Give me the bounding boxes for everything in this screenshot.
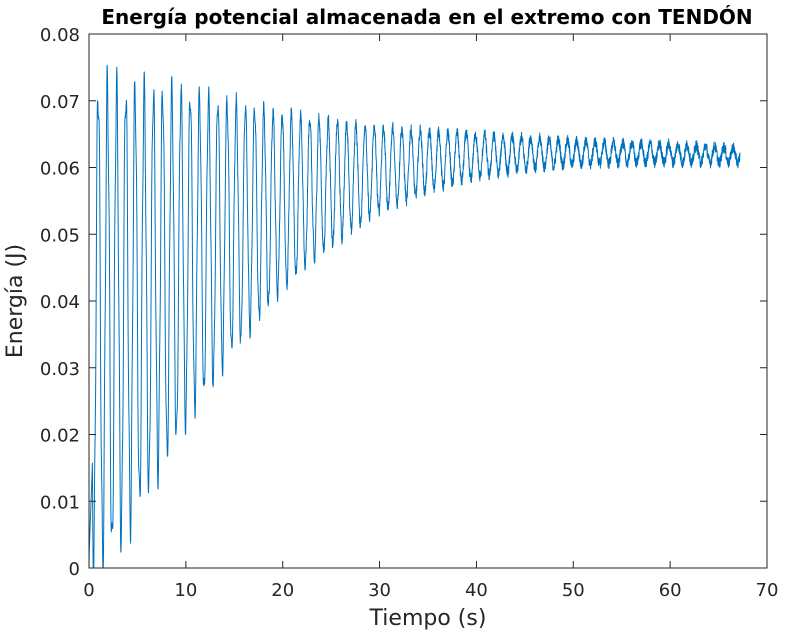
y-tick-label: 0.05 <box>40 225 80 246</box>
y-tick-label: 0.07 <box>40 92 80 113</box>
series-line <box>88 64 741 569</box>
x-tick-label: 20 <box>271 580 294 601</box>
y-tick-label: 0.04 <box>40 292 80 313</box>
x-tick-label: 60 <box>659 580 682 601</box>
y-tick-label: 0.08 <box>40 25 80 46</box>
y-tick-label: 0.02 <box>40 426 80 447</box>
x-tick-label: 70 <box>756 580 779 601</box>
x-tick-label: 40 <box>465 580 488 601</box>
data-series-group <box>88 64 741 569</box>
tick-marks <box>88 33 768 569</box>
x-tick-label: 0 <box>83 580 94 601</box>
y-tick-label: 0.01 <box>40 492 80 513</box>
y-axis-label: Energía (J) <box>3 244 28 358</box>
x-tick-label: 30 <box>368 580 391 601</box>
x-tick-labels: 0 10 20 30 40 50 60 70 <box>83 580 778 601</box>
x-tick-label: 10 <box>174 580 197 601</box>
y-tick-label: 0.06 <box>40 159 80 180</box>
x-tick-label: 50 <box>562 580 585 601</box>
chart-title: Energía potencial almacenada en el extre… <box>101 5 752 29</box>
x-axis-label: Tiempo (s) <box>369 606 487 631</box>
y-tick-label: 0.03 <box>40 359 80 380</box>
y-tick-labels: 0 0.01 0.02 0.03 0.04 0.05 0.06 0.07 0.08 <box>40 25 80 580</box>
y-tick-label: 0 <box>69 559 80 580</box>
